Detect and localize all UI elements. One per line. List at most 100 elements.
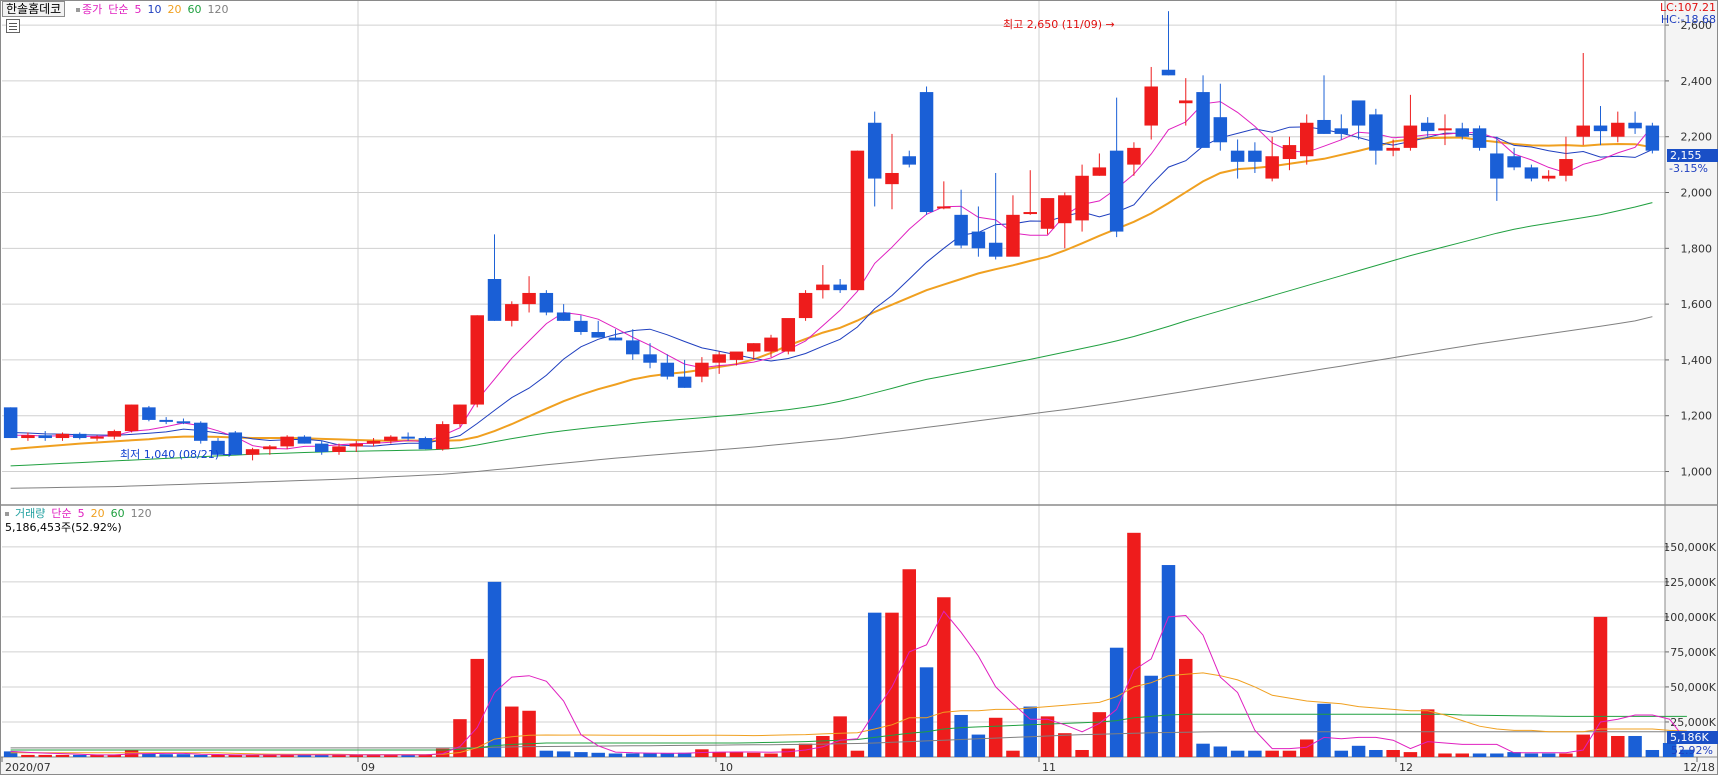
candle-down[interactable] [1196,92,1210,148]
candle-up[interactable] [107,431,122,437]
volume-bar[interactable] [695,749,709,757]
candle-up[interactable] [1127,147,1141,165]
volume-bar[interactable] [1455,753,1470,757]
candle-up[interactable] [1576,125,1590,137]
candle-down[interactable] [487,279,502,321]
candle-down[interactable] [1420,122,1435,132]
candle-down[interactable] [314,443,329,452]
volume-bar[interactable] [1369,749,1383,757]
candle-up[interactable] [1058,195,1072,224]
candle-down[interactable] [988,242,1003,257]
volume-bar[interactable] [937,597,951,757]
candle-up[interactable] [781,318,796,352]
candle-up[interactable] [366,440,381,444]
candle-up[interactable] [1438,128,1452,131]
candle-up[interactable] [1040,198,1055,229]
volume-bar[interactable] [176,754,191,757]
price-ma-10-label[interactable]: 10 [147,3,162,16]
candle-down[interactable] [608,337,623,341]
candle-up[interactable] [349,443,364,447]
volume-bar[interactable] [1282,750,1297,757]
volume-bar[interactable] [314,754,329,757]
volume-bar[interactable] [885,612,899,757]
candle-up[interactable] [470,315,484,405]
volume-bar[interactable] [1075,749,1089,757]
volume-bar[interactable] [280,754,294,757]
price-ma-5-label[interactable]: 5 [134,3,142,16]
candle-down[interactable] [418,438,433,450]
candle-down[interactable] [193,422,208,441]
candle-up[interactable] [124,404,139,432]
candle-up[interactable] [1006,214,1020,257]
volume-bar[interactable] [1317,703,1331,757]
volume-bar[interactable] [1611,735,1625,757]
volume-bar[interactable] [988,717,1003,757]
price-ma-20-label[interactable]: 20 [167,3,182,16]
volume-bar[interactable] [142,753,156,757]
volume-bar[interactable] [487,581,502,757]
volume-bar[interactable] [1299,739,1314,757]
volume-bar[interactable] [746,752,761,757]
candle-down[interactable] [142,407,156,420]
volume-bar[interactable] [1645,749,1660,757]
volume-bar[interactable] [971,734,986,757]
candle-down[interactable] [38,435,52,439]
volume-bar[interactable] [505,706,519,757]
volume-bar[interactable] [297,754,312,757]
volume-bar[interactable] [38,754,52,757]
volume-bar[interactable] [781,748,796,757]
candle-up[interactable] [746,343,761,352]
volume-bar[interactable] [107,754,122,757]
candle-down[interactable] [1490,153,1504,179]
volume-bar[interactable] [522,710,536,757]
volume-bar[interactable] [1023,706,1037,757]
volume-bar[interactable] [1680,749,1694,757]
volume-bar[interactable] [1541,753,1556,757]
volume-bar[interactable] [556,751,571,757]
candle-down[interactable] [833,284,847,291]
volume-bar[interactable] [1058,733,1072,757]
volume-bar[interactable] [643,753,657,757]
volume-bar[interactable] [764,753,778,757]
candle-up[interactable] [505,304,519,321]
volume-bar[interactable] [1438,753,1452,757]
candle-down[interactable] [297,436,312,444]
candle-up[interactable] [816,284,830,291]
candle-up[interactable] [332,446,346,452]
volume-bar[interactable] [245,754,260,757]
price-ma-120-label[interactable]: 120 [207,3,229,16]
volume-bar[interactable] [1109,647,1124,757]
volume-bar[interactable] [159,754,173,757]
candle-up[interactable] [245,449,260,455]
candle-up[interactable] [850,150,865,291]
volume-bar[interactable] [435,748,450,757]
volume-bar[interactable] [1334,750,1349,757]
volume-bar[interactable] [902,569,917,757]
candle-up[interactable] [1611,122,1625,137]
volume-bar[interactable] [90,754,104,757]
volume-bar[interactable] [418,754,433,757]
candle-down[interactable] [3,407,18,439]
volume-bar[interactable] [1213,746,1228,757]
volume-bar[interactable] [332,754,346,757]
volume-bar[interactable] [1559,753,1573,757]
stock-name-button[interactable]: 한솔홈데코 [2,1,66,17]
candle-down[interactable] [591,332,605,338]
candle-up[interactable] [90,436,104,439]
volume-bar[interactable] [1403,752,1418,757]
volume-ma-60-label[interactable]: 60 [110,507,125,520]
candle-up[interactable] [1144,86,1158,126]
candle-up[interactable] [764,337,778,352]
candle-up[interactable] [937,206,951,209]
volume-bar[interactable] [539,750,554,757]
candle-down[interactable] [919,92,934,213]
candle-up[interactable] [21,435,35,439]
candle-down[interactable] [1524,167,1539,179]
candle-down[interactable] [1645,125,1660,151]
candle-up[interactable] [695,362,709,377]
volume-bar[interactable] [1662,742,1677,757]
candle-down[interactable] [211,440,225,455]
candle-up[interactable] [1282,145,1297,160]
